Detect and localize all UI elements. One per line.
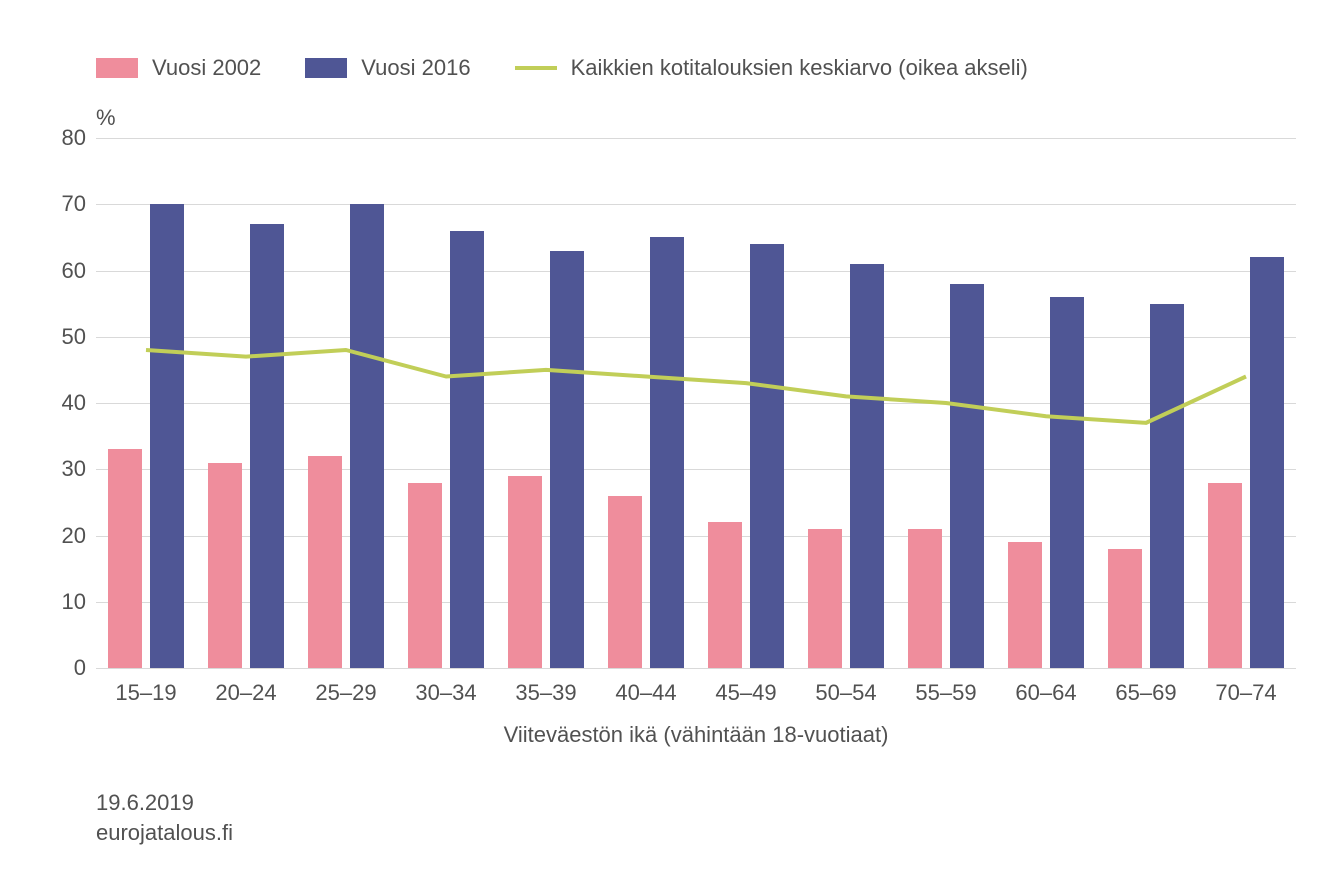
chart-root: Vuosi 2002 Vuosi 2016 Kaikkien kotitalou…	[0, 0, 1341, 876]
x-tick-label: 50–54	[815, 680, 876, 706]
source-site: eurojatalous.fi	[96, 818, 233, 848]
line-overlay	[96, 138, 1296, 668]
x-tick-label: 35–39	[515, 680, 576, 706]
legend: Vuosi 2002 Vuosi 2016 Kaikkien kotitalou…	[96, 55, 1028, 81]
x-tick-label: 70–74	[1215, 680, 1276, 706]
x-axis-caption: Viiteväestön ikä (vähintään 18-vuotiaat)	[96, 722, 1296, 748]
y-tick-label: 30	[16, 456, 86, 482]
x-tick-label: 15–19	[115, 680, 176, 706]
x-tick-label: 20–24	[215, 680, 276, 706]
legend-swatch-series2	[305, 58, 347, 78]
x-tick-label: 65–69	[1115, 680, 1176, 706]
y-tick-label: 50	[16, 324, 86, 350]
gridline	[96, 668, 1296, 669]
y-tick-label: 60	[16, 258, 86, 284]
legend-label-series2: Vuosi 2016	[361, 55, 470, 81]
source-date: 19.6.2019	[96, 788, 233, 818]
x-tick-label: 60–64	[1015, 680, 1076, 706]
legend-label-series3: Kaikkien kotitalouksien keskiarvo (oikea…	[571, 55, 1028, 81]
y-tick-label: 20	[16, 523, 86, 549]
x-tick-label: 40–44	[615, 680, 676, 706]
legend-item-series3: Kaikkien kotitalouksien keskiarvo (oikea…	[515, 55, 1028, 81]
legend-item-series2: Vuosi 2016	[305, 55, 470, 81]
y-tick-label: 70	[16, 191, 86, 217]
y-axis-title: %	[96, 105, 116, 131]
legend-swatch-series1	[96, 58, 138, 78]
legend-item-series1: Vuosi 2002	[96, 55, 261, 81]
x-tick-label: 55–59	[915, 680, 976, 706]
x-tick-label: 45–49	[715, 680, 776, 706]
y-tick-label: 10	[16, 589, 86, 615]
x-tick-label: 25–29	[315, 680, 376, 706]
y-tick-label: 0	[16, 655, 86, 681]
line-series3	[146, 350, 1246, 423]
plot-area	[96, 138, 1296, 668]
legend-swatch-series3	[515, 66, 557, 70]
x-tick-label: 30–34	[415, 680, 476, 706]
source-block: 19.6.2019 eurojatalous.fi	[96, 788, 233, 847]
y-tick-label: 80	[16, 125, 86, 151]
legend-label-series1: Vuosi 2002	[152, 55, 261, 81]
y-tick-label: 40	[16, 390, 86, 416]
